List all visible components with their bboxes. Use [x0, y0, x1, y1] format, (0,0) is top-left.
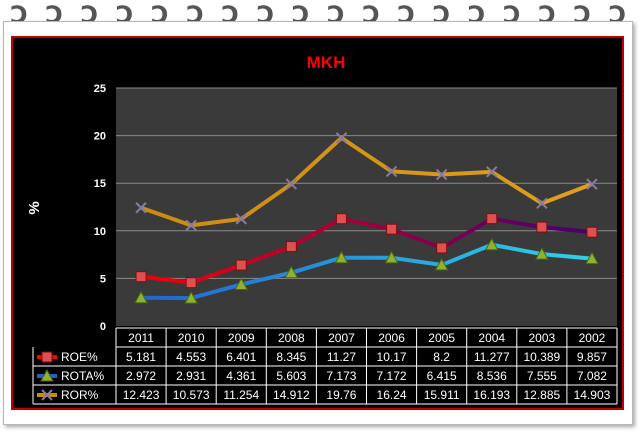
data-label: 10.573 [173, 388, 210, 402]
data-point-rota [484, 237, 499, 251]
data-point-ror [335, 132, 348, 144]
data-point-ror [285, 178, 298, 190]
data-point-rota [184, 291, 198, 304]
data-label: 19.76 [326, 388, 356, 402]
data-point-ror [135, 202, 147, 214]
data-label: 12.885 [523, 388, 560, 402]
data-label: 11.277 [474, 350, 510, 364]
y-tick-label: 25 [94, 83, 106, 95]
y-tick-label: 10 [94, 226, 106, 238]
legend-label: ROR% [61, 388, 99, 402]
data-point-ror [385, 165, 398, 178]
data-label: 16.24 [377, 388, 407, 402]
data-label: 2.931 [176, 369, 206, 383]
data-label: 6.415 [427, 369, 457, 383]
x-tick-label: 2002 [579, 331, 606, 345]
x-tick-label: 2010 [178, 331, 205, 345]
data-point-rota [334, 250, 349, 264]
plot-area: 0 5 10 15 20 25 [94, 83, 617, 333]
data-label: 6.401 [226, 350, 256, 364]
y-axis-label: % [26, 201, 43, 214]
legend-marker [40, 368, 54, 382]
data-point-ror [185, 219, 197, 232]
data-label: 4.361 [226, 369, 256, 383]
data-point-roe [335, 213, 347, 225]
data-point-rota [284, 265, 299, 279]
line-chart: MKH % 0 5 10 15 20 25 2011 2010 2009 2008 2007 200… [26, 53, 618, 405]
data-point-roe [386, 223, 398, 235]
x-tick-label: 2008 [278, 331, 305, 345]
data-label: 8.536 [477, 369, 507, 383]
data-point-rota [434, 257, 449, 271]
legend-key-ror [37, 389, 57, 401]
data-label: 12.423 [123, 388, 160, 402]
x-tick-label: 2004 [478, 331, 505, 345]
data-label: 7.555 [527, 369, 557, 383]
chart-frame: MKH % 0 5 10 15 20 25 2011 2010 2009 2008 2007 200… [11, 36, 624, 410]
data-label: 5.603 [276, 369, 306, 383]
x-tick-label: 2003 [528, 331, 555, 345]
series-line-ror [140, 135, 593, 228]
series-line-roe [140, 216, 593, 285]
data-label: 8.2 [433, 350, 450, 364]
legend-key-roe [37, 351, 57, 363]
data-point-ror [235, 213, 247, 225]
data-label: 16.193 [473, 388, 510, 402]
y-tick-label: 20 [94, 131, 106, 143]
data-point-rota [234, 277, 249, 290]
data-label: 10.389 [523, 350, 560, 364]
data-point-roe [586, 226, 598, 238]
data-point-roe [536, 221, 548, 233]
series-line-rota [141, 242, 593, 301]
legend-marker [41, 351, 53, 363]
data-label: 5.181 [126, 350, 156, 364]
legend-key-rota [37, 368, 57, 382]
chart-title: MKH [307, 53, 346, 72]
data-table: 2011 2010 2009 2008 2007 2006 2005 2004 2003 2002… [32, 327, 618, 405]
data-label: 11.27 [327, 350, 356, 364]
data-label: 14.912 [273, 388, 310, 402]
x-tick-label: 2007 [328, 331, 355, 345]
y-tick-label: 0 [100, 321, 106, 333]
y-tick-label: 5 [100, 273, 106, 285]
data-label: 15.911 [424, 388, 460, 402]
x-tick-label: 2009 [228, 331, 255, 345]
data-point-rota [535, 247, 549, 260]
data-point-roe [486, 213, 498, 225]
data-label: 8.345 [276, 350, 306, 364]
data-point-ror [486, 166, 498, 178]
legend-marker [41, 389, 53, 401]
data-label: 14.903 [574, 388, 611, 402]
legend-label: ROTA% [61, 369, 104, 383]
data-point-roe [185, 277, 197, 289]
legend-label: ROE% [61, 350, 98, 364]
x-tick-label: 2005 [428, 331, 455, 345]
data-label: 7.173 [326, 369, 356, 383]
data-point-rota [384, 250, 399, 264]
data-label: 4.553 [176, 350, 206, 364]
y-tick-label: 15 [94, 178, 106, 190]
data-point-roe [235, 259, 247, 271]
data-point-roe [285, 241, 297, 253]
data-label: 7.172 [377, 369, 407, 383]
data-point-rota [585, 251, 599, 265]
data-point-roe [436, 242, 448, 254]
x-tick-label: 2006 [378, 331, 405, 345]
data-label: 9.857 [577, 350, 607, 364]
data-label: 11.254 [223, 388, 259, 402]
data-point-roe [135, 271, 147, 283]
plot-background [116, 88, 617, 326]
x-tick-label: 2011 [128, 331, 154, 345]
data-label: 7.082 [577, 369, 607, 383]
data-point-ror [435, 168, 448, 181]
data-label: 10.17 [377, 350, 407, 364]
data-point-ror [536, 197, 548, 210]
data-label: 2.972 [126, 369, 156, 383]
data-point-rota [134, 290, 148, 304]
data-point-ror [586, 178, 598, 190]
